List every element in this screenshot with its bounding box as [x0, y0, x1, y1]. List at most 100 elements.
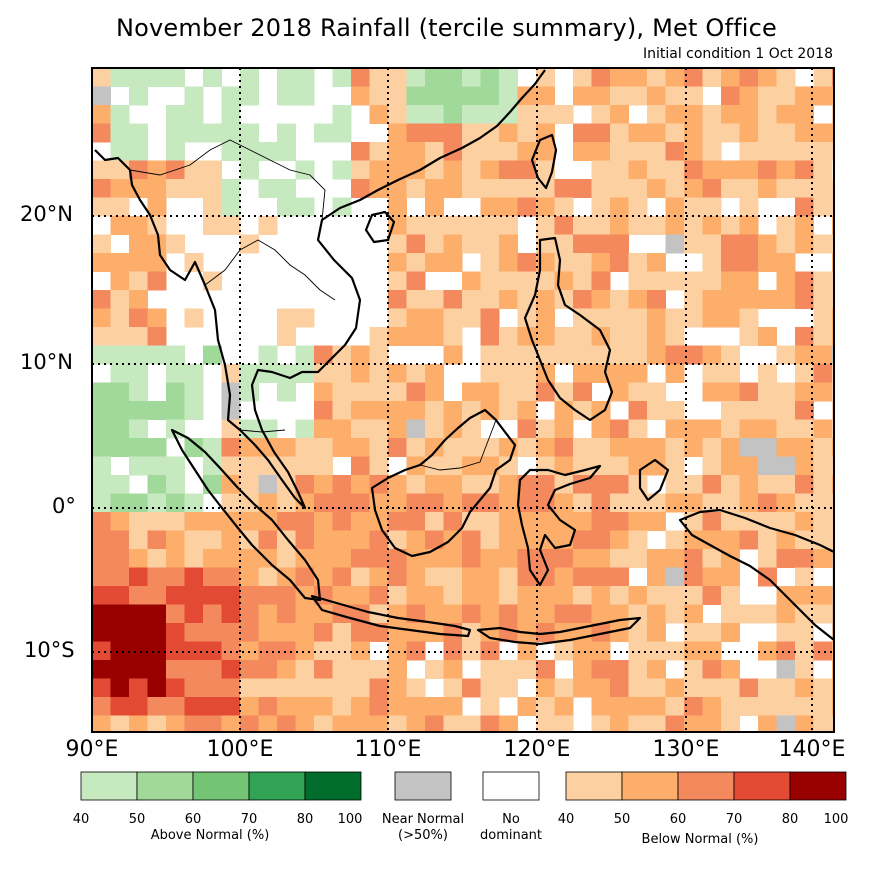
tercile-cell: [610, 197, 629, 217]
tercile-cell: [628, 197, 648, 217]
tercile-cell: [314, 604, 333, 624]
tercile-cell: [776, 419, 796, 439]
tercile-cell: [425, 512, 444, 531]
tercile-cell: [425, 197, 444, 217]
tercile-cell: [591, 493, 611, 513]
tercile-cell: [591, 623, 611, 642]
tercile-cell: [295, 567, 315, 587]
tercile-cell: [702, 197, 722, 217]
tercile-cell: [647, 216, 666, 235]
tercile-cell: [776, 401, 796, 420]
tercile-cell: [240, 68, 259, 87]
tercile-cell: [240, 567, 259, 587]
tercile-cell: [610, 234, 629, 254]
tercile-cell: [258, 179, 278, 198]
tercile-cell: [647, 327, 666, 346]
near-normal-label-line1: Near Normal: [381, 812, 465, 827]
tercile-cell: [332, 345, 352, 365]
tercile-cell: [795, 86, 814, 106]
tercile-cell: [499, 382, 518, 402]
tercile-cell: [536, 475, 555, 494]
tercile-cell: [425, 327, 444, 346]
tercile-cell: [795, 715, 814, 732]
tercile-cell: [203, 160, 222, 180]
tercile-cell: [129, 364, 148, 383]
tercile-cell: [147, 512, 167, 531]
tercile-cell: [425, 586, 444, 605]
tercile-cell: [813, 715, 833, 732]
tercile-cell: [295, 419, 315, 439]
tercile-cell: [480, 512, 500, 531]
tercile-cell: [517, 660, 537, 679]
tercile-cell: [351, 160, 370, 180]
tercile-cell: [277, 308, 296, 328]
tercile-cell: [92, 697, 111, 716]
tercile-cell: [240, 586, 259, 605]
tercile-cell: [517, 364, 537, 383]
tercile-cell: [295, 678, 315, 698]
tercile-cell: [425, 715, 444, 732]
tercile-cell: [536, 216, 555, 235]
tercile-cell: [795, 160, 814, 180]
tercile-cell: [573, 364, 592, 383]
tercile-cell: [110, 327, 130, 346]
tercile-cell: [647, 179, 666, 198]
tercile-cell: [721, 253, 740, 272]
tercile-cell: [369, 105, 389, 124]
tercile-cell: [536, 105, 555, 124]
tercile-cell: [388, 660, 407, 679]
tercile-cell: [369, 401, 389, 420]
tercile-cell: [277, 327, 296, 346]
tercile-cell: [628, 68, 648, 87]
tercile-cell: [517, 253, 537, 272]
tercile-cell: [332, 68, 352, 87]
tercile-cell: [443, 123, 463, 143]
tercile-cell: [92, 567, 111, 587]
tercile-cell: [240, 142, 259, 161]
tercile-cell: [628, 401, 648, 420]
tercile-cell: [628, 512, 648, 531]
tercile-cell: [369, 345, 389, 365]
tercile-cell: [92, 253, 111, 272]
tercile-cell: [758, 493, 777, 513]
tercile-cell: [369, 382, 389, 402]
tercile-cell: [425, 142, 444, 161]
tercile-cell: [776, 68, 796, 87]
tercile-cell: [480, 660, 500, 679]
tercile-cell: [425, 549, 444, 568]
tercile-cell: [591, 604, 611, 624]
tercile-cell: [406, 86, 426, 106]
tercile-cell: [517, 142, 537, 161]
tercile-cell: [499, 512, 518, 531]
tercile-cell: [425, 493, 444, 513]
tercile-cell: [277, 179, 296, 198]
tercile-cell: [406, 493, 426, 513]
tercile-cell: [147, 715, 167, 732]
tercile-cell: [591, 678, 611, 698]
below-tick-100: 100: [823, 812, 849, 827]
tercile-cell: [758, 475, 777, 494]
tercile-cell: [110, 678, 130, 698]
tercile-cell: [425, 234, 444, 254]
tercile-cell: [517, 549, 537, 568]
tercile-cell: [92, 530, 111, 550]
tercile-cell: [795, 697, 814, 716]
tercile-cell: [776, 512, 796, 531]
tercile-cell: [499, 290, 518, 309]
tercile-cell: [517, 586, 537, 605]
tercile-cell: [406, 419, 426, 439]
tercile-cell: [665, 86, 685, 106]
tercile-cell: [647, 308, 666, 328]
tercile-cell: [480, 234, 500, 254]
tercile-cell: [647, 586, 666, 605]
tercile-cell: [684, 160, 703, 180]
tercile-cell: [332, 586, 352, 605]
tercile-cell: [536, 290, 555, 309]
tercile-cell: [591, 271, 611, 291]
tercile-cell: [147, 327, 167, 346]
tercile-cell: [332, 697, 352, 716]
tercile-cell: [480, 345, 500, 365]
tercile-cell: [739, 438, 759, 457]
tercile-cell: [388, 586, 407, 605]
tercile-cell: [240, 604, 259, 624]
